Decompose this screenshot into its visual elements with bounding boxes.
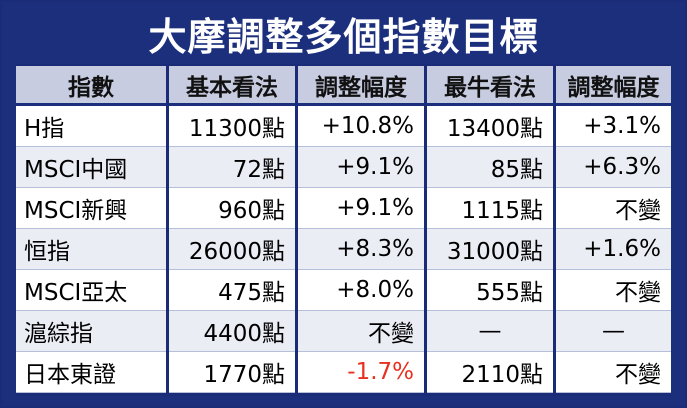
row-base-adjustment: +9.1% [298, 147, 424, 188]
row-base-target: 1770點 [169, 352, 295, 393]
row-bull-target: — [427, 311, 553, 352]
row-base-target: 960點 [169, 188, 295, 229]
row-bull-adjustment: 不變 [556, 188, 671, 229]
row-index-name: 滬綜指 [16, 311, 166, 352]
row-bull-target: 1115點 [427, 188, 553, 229]
row-index-name: MSCI新興 [16, 188, 166, 229]
row-index-name: 恒指 [16, 229, 166, 270]
header-index: 指數 [16, 66, 166, 106]
row-base-target: 4400點 [169, 311, 295, 352]
row-bull-adjustment: +3.1% [556, 106, 671, 147]
row-base-adjustment: +8.0% [298, 270, 424, 311]
row-bull-target: 85點 [427, 147, 553, 188]
row-index-name: MSCI亞太 [16, 270, 166, 311]
left-border [2, 64, 16, 396]
row-index-name: 日本東證 [16, 352, 166, 393]
row-base-target: 11300點 [169, 106, 295, 147]
row-bull-target: 13400點 [427, 106, 553, 147]
row-base-adjustment: 不變 [298, 311, 424, 352]
row-index-name: MSCI中國 [16, 147, 166, 188]
row-bull-adjustment: +1.6% [556, 229, 671, 270]
right-border [671, 64, 685, 396]
bottom-border [2, 396, 685, 406]
index-target-table: 指數 基本看法 調整幅度 最牛看法 調整幅度 H指 11300點 +10.8% … [16, 66, 671, 396]
row-bull-target: 2110點 [427, 352, 553, 393]
row-bull-adjustment: — [556, 311, 671, 352]
row-bull-adjustment: +6.3% [556, 147, 671, 188]
row-index-name: H指 [16, 106, 166, 147]
row-base-adjustment-negative: -1.7% [298, 352, 424, 393]
row-bull-target: 31000點 [427, 229, 553, 270]
header-base-view: 基本看法 [169, 66, 295, 106]
header-bull-view: 最牛看法 [427, 66, 553, 106]
row-base-target: 475點 [169, 270, 295, 311]
header-bull-adjustment: 調整幅度 [556, 66, 671, 106]
header-base-adjustment: 調整幅度 [298, 66, 424, 106]
row-base-target: 26000點 [169, 229, 295, 270]
row-bull-adjustment: 不變 [556, 270, 671, 311]
row-base-target: 72點 [169, 147, 295, 188]
row-base-adjustment: +8.3% [298, 229, 424, 270]
row-base-adjustment: +9.1% [298, 188, 424, 229]
table-title: 大摩調整多個指數目標 [2, 2, 685, 64]
row-base-adjustment: +10.8% [298, 106, 424, 147]
row-bull-target: 555點 [427, 270, 553, 311]
row-bull-adjustment: 不變 [556, 352, 671, 393]
